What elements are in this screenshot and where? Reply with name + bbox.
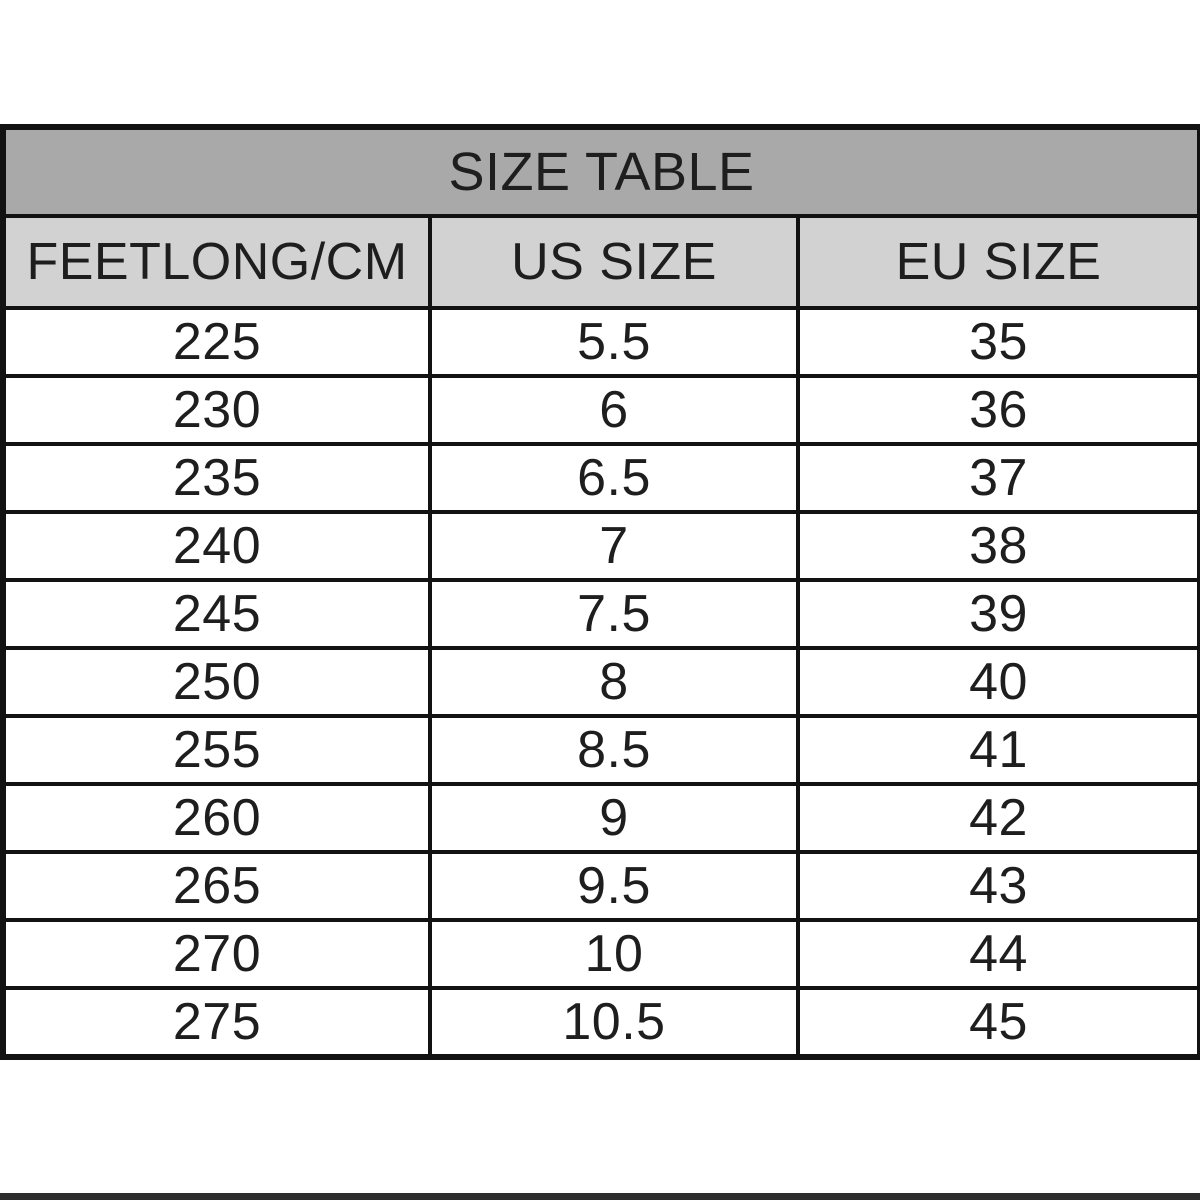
cell-eu-size: 44 — [795, 918, 1200, 990]
cell-us-size: 7 — [428, 510, 800, 582]
cell-us-size: 5.5 — [428, 306, 800, 378]
table-row: 260 9 42 — [1, 782, 1200, 854]
table-row: 250 8 40 — [1, 646, 1200, 718]
table-row: 235 6.5 37 — [1, 442, 1200, 514]
table-row: 265 9.5 43 — [1, 850, 1200, 922]
table-row: 240 7 38 — [1, 510, 1200, 582]
cell-feetlong: 240 — [1, 510, 432, 582]
cell-feetlong: 225 — [1, 306, 432, 378]
cell-feetlong: 245 — [1, 578, 432, 650]
column-header-us-size: US SIZE — [428, 214, 800, 310]
table-title: SIZE TABLE — [0, 125, 1200, 218]
cell-feetlong: 255 — [1, 714, 432, 786]
table-row: 225 5.5 35 — [1, 306, 1200, 378]
cell-us-size: 8.5 — [428, 714, 800, 786]
cell-eu-size: 42 — [795, 782, 1200, 854]
cell-eu-size: 41 — [795, 714, 1200, 786]
cell-eu-size: 43 — [795, 850, 1200, 922]
cell-us-size: 10.5 — [428, 986, 800, 1059]
cell-eu-size: 38 — [795, 510, 1200, 582]
column-header-eu-size: EU SIZE — [795, 214, 1200, 310]
table-row: 230 6 36 — [1, 374, 1200, 446]
cell-us-size: 9 — [428, 782, 800, 854]
table-header-row: FEETLONG/CM US SIZE EU SIZE — [1, 214, 1200, 310]
cell-feetlong: 230 — [1, 374, 432, 446]
cell-feetlong: 275 — [1, 986, 432, 1059]
cell-feetlong: 270 — [1, 918, 432, 990]
cell-feetlong: 235 — [1, 442, 432, 514]
table-row: 255 8.5 41 — [1, 714, 1200, 786]
table-row: 270 10 44 — [1, 918, 1200, 990]
cell-feetlong: 265 — [1, 850, 432, 922]
cell-us-size: 8 — [428, 646, 800, 718]
cell-us-size: 6.5 — [428, 442, 800, 514]
table-row: 245 7.5 39 — [1, 578, 1200, 650]
cell-eu-size: 39 — [795, 578, 1200, 650]
table-title-row: SIZE TABLE — [0, 125, 1200, 218]
cell-eu-size: 35 — [795, 306, 1200, 378]
table-body: 225 5.5 35 230 6 36 235 6.5 37 240 7 38 … — [1, 306, 1200, 1059]
cell-us-size: 9.5 — [428, 850, 800, 922]
cell-us-size: 10 — [428, 918, 800, 990]
cell-us-size: 6 — [428, 374, 800, 446]
cell-eu-size: 37 — [795, 442, 1200, 514]
cell-eu-size: 36 — [795, 374, 1200, 446]
size-table: SIZE TABLE FEETLONG/CM US SIZE EU SIZE 2… — [0, 124, 1200, 1060]
column-header-feetlong-cm: FEETLONG/CM — [1, 214, 432, 310]
cell-eu-size: 45 — [795, 986, 1200, 1059]
cell-feetlong: 250 — [1, 646, 432, 718]
cell-eu-size: 40 — [795, 646, 1200, 718]
bottom-edge-strip — [0, 1193, 1200, 1200]
cell-us-size: 7.5 — [428, 578, 800, 650]
table-row: 275 10.5 45 — [1, 986, 1200, 1059]
cell-feetlong: 260 — [1, 782, 432, 854]
